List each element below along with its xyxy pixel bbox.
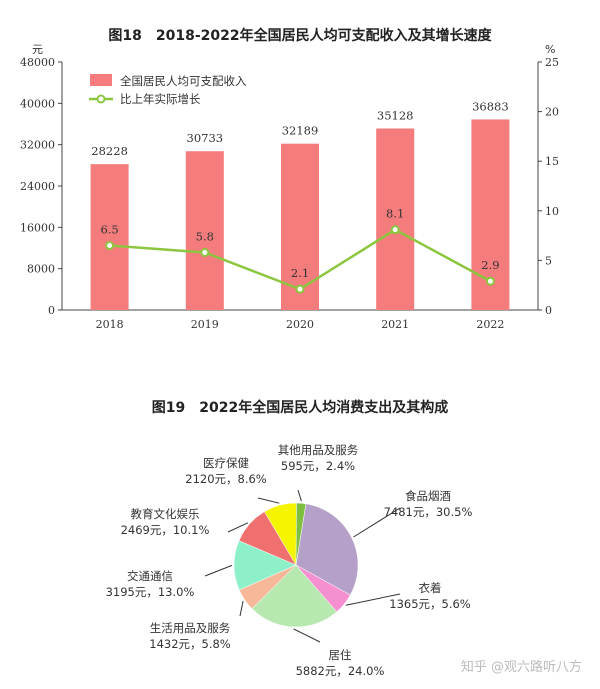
- x-axis-tick-label: 2020: [286, 318, 314, 331]
- slice-value-label: 1365元，5.6%: [389, 597, 471, 611]
- right-axis-tick-label: 25: [545, 56, 559, 69]
- right-axis-tick-label: 20: [545, 106, 559, 119]
- growth-point-label: 2.9: [481, 258, 499, 272]
- x-axis-tick-label: 2019: [191, 318, 219, 331]
- pie-slice: [295, 502, 307, 566]
- slice-value-label: 7481元，30.5%: [384, 505, 473, 519]
- income-bar-label: 30733: [187, 131, 224, 145]
- x-axis-tick-label: 2018: [96, 318, 124, 331]
- income-bar-label: 28228: [91, 144, 128, 158]
- left-axis-tick-label: 0: [48, 304, 55, 317]
- income-bar: [90, 164, 129, 310]
- right-axis-tick-label: 0: [545, 304, 552, 317]
- leader-line: [297, 489, 302, 502]
- legend-bar-label: 全国居民人均可支配收入: [120, 74, 247, 88]
- pie-slice: [295, 503, 359, 596]
- slice-value-label: 2120元，8.6%: [185, 472, 267, 486]
- slice-name-label: 交通通信: [127, 569, 173, 583]
- expense-chart-title: 图19 2022年全国居民人均消费支出及其构成: [152, 399, 448, 416]
- income-chart-title: 图18 2018-2022年全国居民人均可支配收入及其增长速度: [108, 27, 492, 44]
- income-bar-label: 32189: [282, 124, 319, 138]
- income-chart: 图18 2018-2022年全国居民人均可支配收入及其增长速度 元 % 0 800…: [20, 27, 559, 331]
- slice-name-label: 生活用品及服务: [150, 621, 231, 635]
- leader-line: [293, 628, 321, 643]
- slice-value-label: 2469元，10.1%: [121, 523, 210, 537]
- income-bar: [185, 151, 224, 310]
- legend-line-label: 比上年实际增长: [120, 92, 201, 106]
- slice-value-label: 1432元，5.8%: [149, 637, 231, 651]
- leader-line: [239, 600, 244, 617]
- growth-point: [390, 225, 400, 235]
- right-axis-tick-label: 5: [545, 254, 552, 267]
- income-bar: [376, 128, 415, 310]
- x-axis-tick-label: 2022: [476, 318, 504, 331]
- legend-line-marker: [96, 94, 106, 104]
- slice-name-label: 衣着: [419, 581, 442, 595]
- legend-bar-swatch: [90, 74, 112, 86]
- slice-name-label: 医疗保健: [203, 456, 249, 470]
- growth-point-label: 5.8: [196, 229, 214, 243]
- slice-name-label: 教育文化娱乐: [131, 507, 200, 521]
- growth-point: [485, 276, 495, 286]
- left-axis-unit: 元: [32, 43, 43, 56]
- expense-chart: 图19 2022年全国居民人均消费支出及其构成 食品烟酒 7481元，30.5% 衣…: [106, 399, 473, 678]
- watermark-text: 知乎 @观六路听八方: [460, 660, 582, 675]
- leader-line: [204, 564, 233, 577]
- growth-point-label: 2.1: [291, 266, 309, 280]
- income-bar-label: 36883: [472, 99, 509, 113]
- income-bar-label: 35128: [377, 109, 414, 123]
- growth-point: [295, 284, 305, 294]
- leader-line: [227, 522, 249, 533]
- right-axis-unit: %: [545, 43, 555, 56]
- growth-point: [105, 241, 115, 251]
- slice-value-label: 3195元，13.0%: [106, 585, 195, 599]
- left-axis-tick-label: 32000: [20, 139, 55, 152]
- slice-value-label: 595元，2.4%: [281, 459, 355, 473]
- slice-name-label: 居住: [329, 648, 352, 662]
- slice-name-label: 其他用品及服务: [278, 443, 359, 457]
- right-axis-tick-label: 10: [545, 205, 559, 218]
- slice-name-label: 食品烟酒: [405, 489, 451, 503]
- growth-point-label: 6.5: [100, 223, 118, 237]
- slice-value-label: 5882元，24.0%: [296, 664, 385, 678]
- left-axis-tick-label: 40000: [20, 97, 55, 110]
- x-axis-tick-label: 2021: [381, 318, 409, 331]
- growth-point-label: 8.1: [386, 207, 404, 221]
- left-axis-tick-label: 8000: [27, 263, 55, 276]
- left-axis-tick-label: 16000: [20, 221, 55, 234]
- pie-slice: [251, 564, 338, 628]
- leader-line: [345, 593, 401, 606]
- left-axis-tick-label: 48000: [20, 56, 55, 69]
- growth-point: [200, 247, 210, 257]
- leader-line: [353, 507, 401, 538]
- leader-line: [257, 497, 280, 504]
- left-axis-tick-label: 24000: [20, 180, 55, 193]
- right-axis-tick-label: 15: [545, 155, 559, 168]
